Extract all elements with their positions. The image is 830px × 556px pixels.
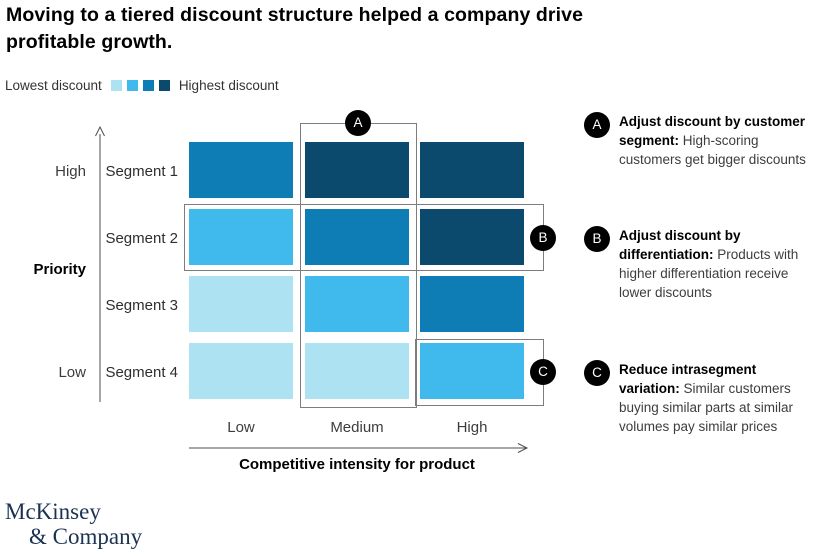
annotation-c-body: Similar customers buying similar parts a…	[619, 381, 794, 434]
y-axis-title: Priority	[33, 261, 86, 278]
annotation-c-badge: C	[584, 360, 610, 386]
x-axis-title: Competitive intensity for product	[239, 456, 475, 473]
legend-swatch-level-2	[126, 79, 138, 91]
annotation-b-title: Adjust discount by differentiation:	[619, 228, 741, 262]
annotation-a-text: Adjust discount by customer segment: Hig…	[619, 112, 817, 169]
page-title: Moving to a tiered discount structure he…	[6, 4, 584, 53]
logo-line-2: & Company	[29, 524, 143, 549]
chart-badge-a: A	[345, 110, 371, 136]
annotation-b-body: Products with higher differentiation rec…	[619, 247, 799, 300]
row-label-segment-1: Segment 1	[105, 163, 178, 180]
chart-badge-b: B	[530, 225, 556, 251]
row-label-segment-2: Segment 2	[105, 230, 178, 247]
cell-segment-3-low	[189, 276, 293, 332]
cell-segment-1-low	[189, 142, 293, 198]
annotation-c: C Reduce intrasegment variation: Similar…	[584, 360, 824, 436]
cell-segment-4-high	[420, 343, 524, 399]
annotation-c-text: Reduce intrasegment variation: Similar c…	[619, 360, 817, 436]
x-label-low: Low	[227, 419, 255, 436]
legend-swatch-level-4	[158, 79, 170, 91]
cell-segment-1-high	[420, 142, 524, 198]
legend-swatch-level-1	[110, 79, 122, 91]
y-axis-low-label: Low	[58, 364, 86, 381]
cell-segment-4-medium	[305, 343, 409, 399]
discount-legend: Lowest discount Highest discount	[5, 77, 279, 93]
highlight-box-segment-4-high-cell	[415, 339, 544, 406]
cell-segment-2-high	[420, 209, 524, 265]
annotation-b: B Adjust discount by differentiation: Pr…	[584, 226, 824, 302]
logo-line-1: McKinsey	[5, 499, 101, 524]
cell-segment-2-low	[189, 209, 293, 265]
annotation-a: A Adjust discount by customer segment: H…	[584, 112, 824, 169]
x-label-medium: Medium	[330, 419, 384, 436]
legend-low-label: Lowest discount	[5, 77, 102, 93]
row-label-segment-3: Segment 3	[105, 297, 178, 314]
highlight-box-segment-2-row	[184, 204, 544, 271]
cell-segment-4-low	[189, 343, 293, 399]
legend-high-label: Highest discount	[178, 77, 279, 93]
cell-segment-3-medium	[305, 276, 409, 332]
mckinsey-logo: McKinsey & Company	[5, 499, 142, 549]
cell-segment-2-medium	[305, 209, 409, 265]
legend-swatch-level-3	[142, 79, 154, 91]
cell-segment-3-high	[420, 276, 524, 332]
y-axis-high-label: High	[55, 163, 86, 180]
row-label-segment-4: Segment 4	[105, 364, 178, 381]
annotation-a-badge: A	[584, 112, 610, 138]
annotation-a-title: Adjust discount by customer segment:	[619, 114, 806, 148]
annotation-b-text: Adjust discount by differentiation: Prod…	[619, 226, 817, 302]
legend-swatches	[110, 79, 170, 91]
cell-segment-1-medium	[305, 142, 409, 198]
x-label-high: High	[456, 419, 488, 436]
annotation-a-body: High-scoring customers get bigger discou…	[619, 133, 806, 167]
y-axis-arrow	[95, 125, 105, 402]
annotation-c-title: Reduce intrasegment variation:	[619, 362, 757, 396]
chart-badge-c: C	[530, 359, 556, 385]
annotation-b-badge: B	[584, 226, 610, 252]
x-axis-arrow	[189, 443, 529, 453]
